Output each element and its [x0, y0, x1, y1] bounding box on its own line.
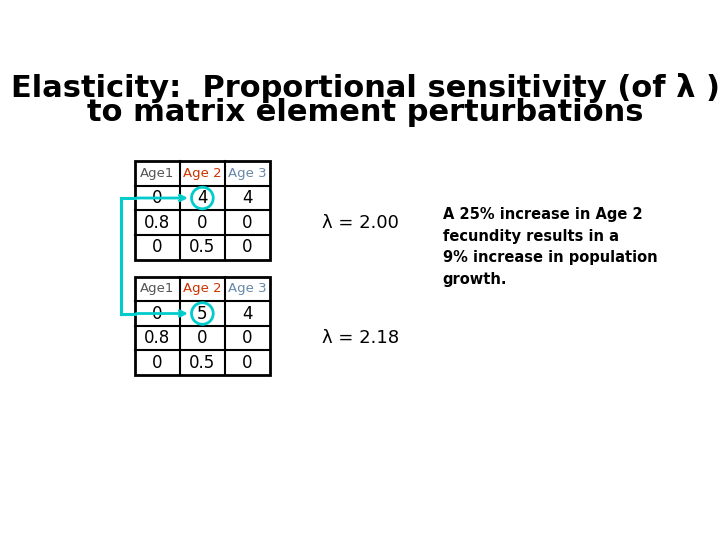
- Text: 0: 0: [242, 354, 253, 372]
- Text: 0.8: 0.8: [144, 214, 171, 232]
- Text: 0: 0: [152, 238, 163, 256]
- Text: 0: 0: [197, 214, 207, 232]
- Text: 4: 4: [242, 189, 253, 207]
- Text: 0.8: 0.8: [144, 329, 171, 347]
- Text: Age 3: Age 3: [228, 282, 266, 295]
- Text: 0: 0: [197, 329, 207, 347]
- Circle shape: [192, 303, 213, 325]
- Text: 0.5: 0.5: [189, 238, 215, 256]
- Text: 4: 4: [242, 305, 253, 322]
- Text: λ = 2.18: λ = 2.18: [323, 329, 400, 347]
- Text: 0: 0: [152, 305, 163, 322]
- Text: λ = 2.00: λ = 2.00: [323, 214, 400, 232]
- Text: A 25% increase in Age 2
fecundity results in a
9% increase in population
growth.: A 25% increase in Age 2 fecundity result…: [443, 207, 657, 287]
- Text: 0: 0: [242, 329, 253, 347]
- Text: 0: 0: [152, 189, 163, 207]
- Bar: [135, 276, 270, 375]
- Text: Age 3: Age 3: [228, 167, 266, 180]
- Circle shape: [192, 187, 213, 209]
- Text: 4: 4: [197, 189, 207, 207]
- Text: Age 2: Age 2: [183, 167, 222, 180]
- Text: 0: 0: [242, 238, 253, 256]
- Text: Age1: Age1: [140, 282, 175, 295]
- Text: 0: 0: [242, 214, 253, 232]
- Bar: [135, 161, 270, 260]
- Text: Age1: Age1: [140, 167, 175, 180]
- Text: 5: 5: [197, 305, 207, 322]
- Text: to matrix element perturbations: to matrix element perturbations: [87, 98, 644, 127]
- Text: Elasticity:  Proportional sensitivity (of λ ): Elasticity: Proportional sensitivity (of…: [11, 73, 719, 103]
- Text: 0.5: 0.5: [189, 354, 215, 372]
- Text: Age 2: Age 2: [183, 282, 222, 295]
- Text: 0: 0: [152, 354, 163, 372]
